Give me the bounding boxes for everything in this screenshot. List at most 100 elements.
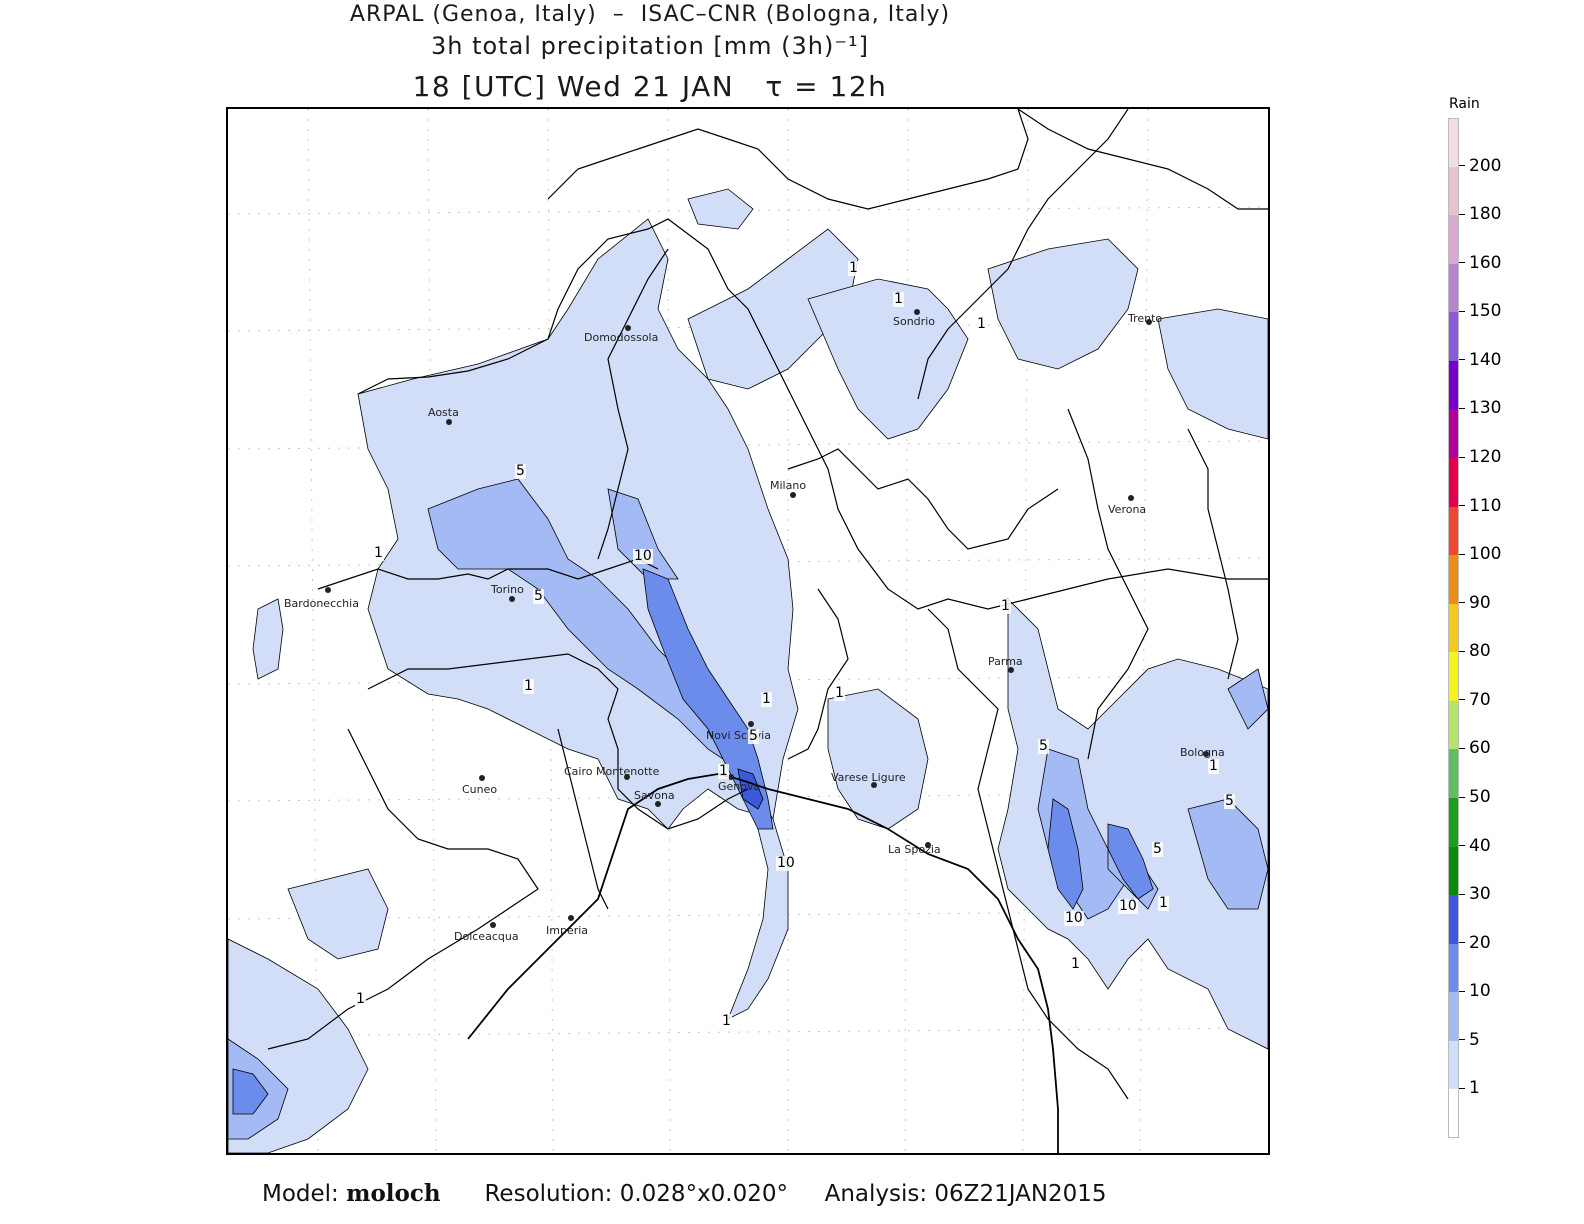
legend-swatch bbox=[1448, 1089, 1459, 1139]
map-canvas bbox=[228, 109, 1268, 1153]
legend-swatch bbox=[1448, 555, 1459, 605]
city-label: Cairo Montenotte bbox=[564, 765, 660, 778]
contour-label: 10 bbox=[1118, 898, 1138, 914]
contour-label: 1 bbox=[1000, 598, 1011, 614]
city-label: Aosta bbox=[428, 406, 459, 419]
legend-label: 150 bbox=[1459, 301, 1501, 321]
legend-swatch bbox=[1448, 1040, 1459, 1090]
city-dot bbox=[568, 915, 574, 921]
contour-label: 1 bbox=[373, 545, 384, 561]
legend-swatch bbox=[1448, 652, 1459, 702]
legend-swatch bbox=[1448, 409, 1459, 459]
legend-swatch bbox=[1448, 749, 1459, 799]
legend-label: 130 bbox=[1459, 398, 1501, 418]
contour-label: 1 bbox=[721, 1013, 732, 1029]
legend-label: 70 bbox=[1459, 690, 1491, 710]
city-label: Trento bbox=[1128, 312, 1163, 325]
city-dot bbox=[446, 419, 452, 425]
region-borders bbox=[267, 109, 1268, 1100]
contour-label: 1 bbox=[718, 763, 729, 779]
city-dot bbox=[728, 774, 734, 780]
legend-label: 180 bbox=[1459, 204, 1501, 224]
contour-label: 5 bbox=[1038, 738, 1049, 754]
city-label: Bardonecchia bbox=[284, 597, 359, 610]
contour-label: 1 bbox=[355, 991, 366, 1007]
legend-label: 100 bbox=[1459, 544, 1501, 564]
contour-label: 10 bbox=[633, 548, 653, 564]
legend-label: 110 bbox=[1459, 496, 1501, 516]
legend-label: 10 bbox=[1459, 981, 1491, 1001]
legend-label: 140 bbox=[1459, 350, 1501, 370]
city-label: Parma bbox=[988, 655, 1023, 668]
city-dot bbox=[1008, 667, 1014, 673]
city-label: Cuneo bbox=[462, 783, 498, 796]
legend-swatch bbox=[1448, 992, 1459, 1042]
city-dot bbox=[790, 492, 796, 498]
contour-label: 10 bbox=[776, 855, 796, 871]
contour-label: 1 bbox=[976, 316, 987, 332]
header-variable: 3h total precipitation [mm (3h)⁻¹] bbox=[430, 32, 870, 60]
contour-label: 5 bbox=[1224, 793, 1235, 809]
contour-label: 1 bbox=[761, 691, 772, 707]
legend-swatch bbox=[1448, 895, 1459, 945]
model-name: moloch bbox=[346, 1180, 441, 1207]
city-label: Imperia bbox=[546, 924, 589, 937]
city-label: Genova bbox=[718, 780, 761, 793]
legend-label: 40 bbox=[1459, 836, 1491, 856]
model-label: Model: bbox=[262, 1181, 339, 1207]
city-label: Milano bbox=[770, 479, 807, 492]
contour-label: 1 bbox=[834, 685, 845, 701]
precip-1mm bbox=[228, 188, 1268, 1153]
city-label: Verona bbox=[1108, 503, 1147, 516]
legend-swatch bbox=[1448, 360, 1459, 410]
city-label: Domodossola bbox=[584, 331, 659, 344]
header-institutions: ARPAL (Genoa, Italy) – ISAC–CNR (Bologna… bbox=[349, 2, 951, 27]
city-dot bbox=[509, 596, 515, 602]
legend-swatch bbox=[1448, 798, 1459, 848]
precip-10mm bbox=[232, 568, 1154, 1115]
city-label: Dolceacqua bbox=[454, 930, 519, 943]
city-dot bbox=[624, 774, 630, 780]
contour-label: 1 bbox=[893, 291, 904, 307]
city-label: Novi Scrivia bbox=[706, 729, 771, 742]
precip-20mm bbox=[737, 768, 764, 810]
city-label: Sondrio bbox=[893, 315, 935, 328]
footer: Model: moloch Resolution: 0.028°x0.020° … bbox=[262, 1180, 1107, 1207]
contour-label: 5 bbox=[748, 728, 759, 744]
legend-swatch bbox=[1448, 312, 1459, 362]
city-dot bbox=[748, 721, 754, 727]
city-label: Torino bbox=[491, 583, 524, 596]
color-legend-bar bbox=[1448, 118, 1459, 1139]
legend-swatch bbox=[1448, 118, 1459, 168]
legend-label: 60 bbox=[1459, 738, 1491, 758]
city-label: Bologna bbox=[1180, 746, 1225, 759]
legend-label: 80 bbox=[1459, 641, 1491, 661]
contour-label: 1 bbox=[848, 260, 859, 276]
legend-title: Rain bbox=[1449, 96, 1480, 112]
precipitation-map[interactable]: Domodossola Aosta Sondrio Trento Milano … bbox=[226, 107, 1270, 1155]
legend-swatch bbox=[1448, 603, 1459, 653]
city-label: Savona bbox=[634, 789, 675, 802]
legend-label: 30 bbox=[1459, 884, 1491, 904]
contour-label: 5 bbox=[533, 588, 544, 604]
legend-label: 200 bbox=[1459, 156, 1501, 176]
city-label: La Spezia bbox=[888, 843, 941, 856]
city-dot bbox=[655, 801, 661, 807]
legend-swatch bbox=[1448, 166, 1459, 216]
legend-swatch bbox=[1448, 263, 1459, 313]
legend-swatch bbox=[1448, 846, 1459, 896]
city-dot bbox=[871, 782, 877, 788]
analysis-time: Analysis: 06Z21JAN2015 bbox=[824, 1181, 1107, 1207]
contour-label: 5 bbox=[1152, 841, 1163, 857]
legend-swatch bbox=[1448, 506, 1459, 556]
contour-label: 1 bbox=[1208, 758, 1219, 774]
contour-label: 1 bbox=[523, 678, 534, 694]
city-dot bbox=[1146, 319, 1152, 325]
legend-label: 120 bbox=[1459, 447, 1501, 467]
legend-label: 50 bbox=[1459, 787, 1491, 807]
coastline bbox=[467, 773, 1059, 1153]
legend-label: 20 bbox=[1459, 933, 1491, 953]
resolution: Resolution: 0.028°x0.020° bbox=[484, 1181, 789, 1207]
legend-swatch bbox=[1448, 700, 1459, 750]
legend-swatch bbox=[1448, 943, 1459, 993]
